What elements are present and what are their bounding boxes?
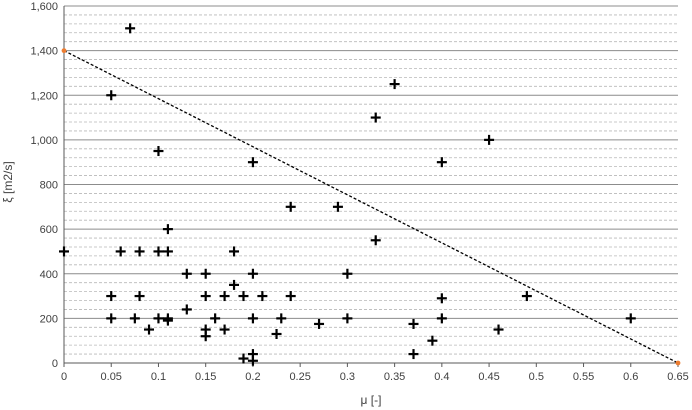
data-point (332, 201, 343, 212)
data-point (408, 349, 419, 360)
x-tick-label: 0 (61, 371, 67, 383)
data-point (59, 246, 69, 257)
x-tick-label: 0.55 (573, 371, 594, 383)
data-point (238, 291, 249, 302)
data-point (219, 324, 230, 335)
trendline-start-point (61, 48, 67, 54)
x-tick-label: 0.5 (529, 371, 544, 383)
trendline-end-point (675, 360, 681, 366)
data-point (257, 291, 268, 302)
x-axis-title: μ [-] (361, 393, 382, 407)
x-tick-label: 0.6 (623, 371, 638, 383)
data-point (106, 90, 117, 101)
data-point (134, 246, 145, 257)
data-point (229, 279, 240, 290)
data-point (144, 324, 155, 335)
x-tick-label: 0.3 (340, 371, 355, 383)
x-tick-label: 0.4 (434, 371, 449, 383)
data-point (436, 293, 447, 304)
data-point (115, 246, 126, 257)
data-point (271, 328, 282, 339)
x-tick-label: 0.35 (384, 371, 405, 383)
y-tick-label: 1,200 (30, 90, 58, 102)
data-point (342, 313, 353, 324)
data-point (285, 291, 296, 302)
x-tick-label: 0.65 (667, 371, 688, 383)
data-point (125, 23, 136, 34)
data-point (436, 313, 447, 324)
data-point (342, 268, 353, 279)
data-point (247, 313, 258, 324)
data-point (162, 224, 173, 235)
y-tick-label: 400 (40, 269, 58, 281)
data-point (106, 313, 117, 324)
data-point (238, 353, 249, 364)
x-tick-label: 0.45 (478, 371, 499, 383)
y-tick-label: 800 (40, 180, 58, 192)
data-point (625, 313, 636, 324)
y-tick-label: 0 (52, 358, 58, 370)
y-tick-label: 1,600 (30, 1, 58, 13)
axes (63, 6, 679, 367)
data-point (200, 331, 211, 342)
y-tick-label: 1,000 (30, 135, 58, 147)
x-tick-label: 0.25 (289, 371, 310, 383)
data-point (153, 146, 164, 157)
data-point (153, 246, 164, 257)
data-point (370, 112, 381, 123)
data-point (427, 335, 438, 346)
data-point (229, 246, 240, 257)
data-point (389, 79, 400, 90)
data-point (106, 291, 117, 302)
data-point (247, 157, 258, 168)
y-tick-label: 1,400 (30, 46, 58, 58)
trendline (61, 48, 681, 366)
x-tick-label: 0.2 (245, 371, 260, 383)
data-point (436, 157, 447, 168)
trendline-line (63, 50, 679, 364)
x-tick-label: 0.1 (151, 371, 166, 383)
data-point (162, 246, 173, 257)
data-point (162, 315, 173, 326)
y-tick-label: 200 (40, 313, 58, 325)
data-point (181, 268, 192, 279)
data-point (210, 313, 221, 324)
data-point (200, 268, 211, 279)
y-tick-labels: 0 200 400 600 800 1,000 1,200 1,400 1,600 (30, 1, 58, 370)
x-tick-labels: 0 0.05 0.1 0.15 0.2 0.25 0.3 0.35 0.4 0.45 0.5 0.55… (61, 371, 689, 383)
data-point (153, 313, 164, 324)
data-point (134, 291, 145, 302)
data-point (285, 201, 296, 212)
minor-gridlines (64, 14, 678, 355)
data-point (521, 291, 532, 302)
y-axis-title: ξ [m2/s] (1, 161, 15, 202)
data-point (247, 355, 258, 366)
data-point (219, 291, 230, 302)
data-point (314, 318, 325, 329)
data-point (181, 304, 192, 315)
data-point (484, 134, 495, 145)
x-tick-label: 0.15 (195, 371, 216, 383)
data-point (276, 313, 287, 324)
data-point (247, 268, 258, 279)
y-tick-label: 600 (40, 224, 58, 236)
data-point (408, 318, 419, 329)
data-point (200, 291, 211, 302)
data-point (493, 324, 504, 335)
x-tick-label: 0.05 (101, 371, 122, 383)
data-point (129, 313, 140, 324)
data-point (370, 235, 381, 246)
data-points (59, 23, 636, 366)
